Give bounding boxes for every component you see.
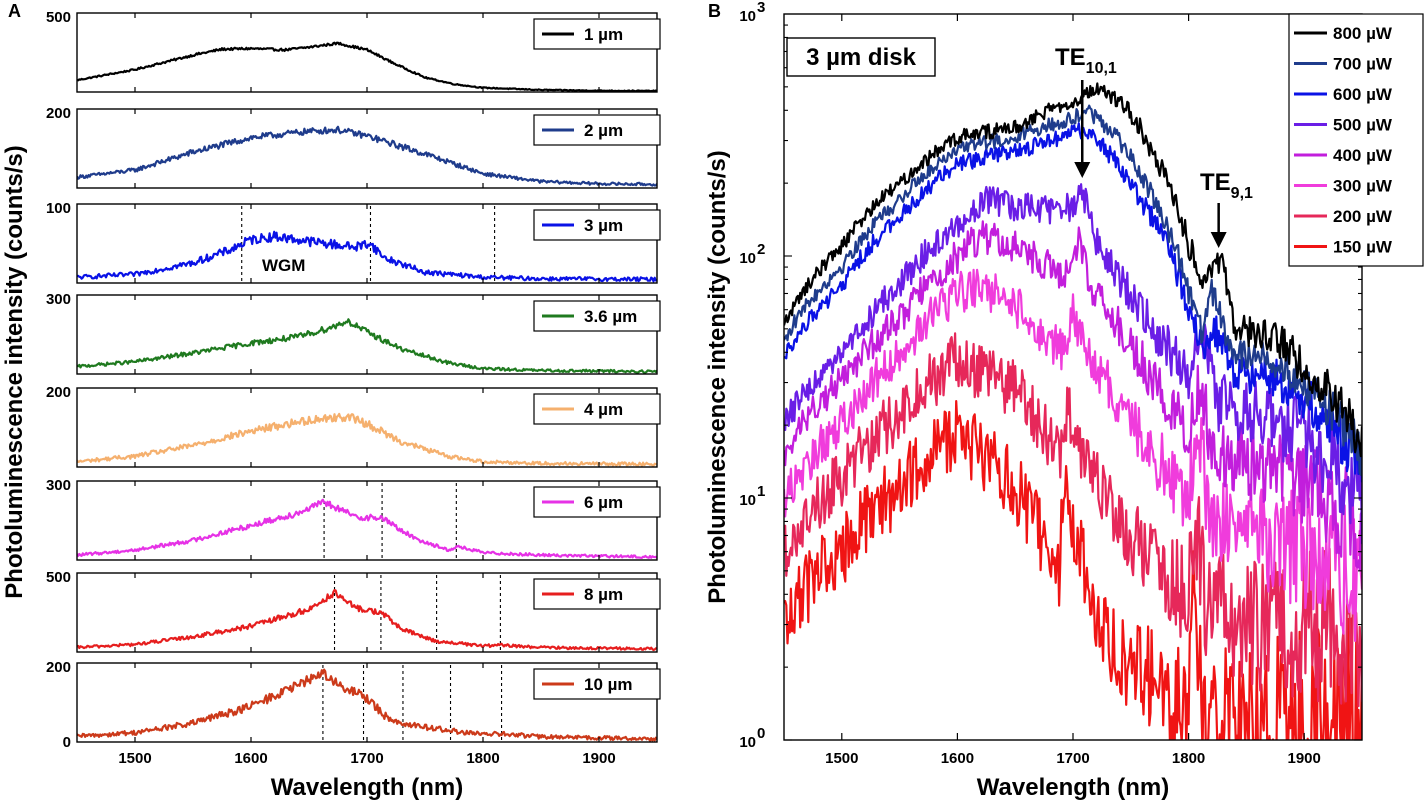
panel-b-legend-label-2: 700 µW (1333, 55, 1393, 74)
panel-b-legend-label-3: 600 µW (1333, 85, 1393, 104)
panel-a-x-tick-label-3: 1700 (350, 750, 383, 767)
series-b-line-2 (784, 104, 1362, 476)
series-line-2 (77, 125, 657, 187)
legend-box-1 (533, 18, 661, 50)
series-line-6 (77, 498, 657, 559)
wgm-annotation: WGM (262, 256, 305, 275)
panel-b-y-tick-base-3: 10 (739, 250, 756, 267)
panel-b-y-tick-exp-3: 2 (757, 241, 765, 258)
y-max-label-2: 200 (46, 105, 71, 122)
y-max-label-3: 100 (46, 200, 71, 217)
panel-b-x-tick-label-2: 1600 (941, 750, 974, 767)
legend-box-5 (533, 393, 661, 425)
panel-b-legend-label-7: 200 µW (1333, 207, 1393, 226)
series-b-line-1 (784, 82, 1362, 458)
series-line-1 (77, 41, 657, 92)
inset-label-box (786, 37, 936, 77)
y-max-label-1: 500 (46, 9, 71, 26)
legend-label-5: 4 µm (584, 400, 623, 419)
panel-b-y-tick-exp-2: 1 (757, 483, 765, 500)
legend-label-3: 3 µm (584, 216, 623, 235)
panel-a: A 500 1 µm 200 2 µm 100 3 µm WGM 300 3.6 µm 200 4 µ… (1, 1, 661, 801)
series-b-line-6 (784, 268, 1362, 642)
series-line-5 (77, 412, 657, 467)
legend-label-2: 2 µm (584, 121, 623, 140)
y-max-label-4: 300 (46, 291, 71, 308)
panel-b-y-tick-exp-1: 0 (757, 725, 765, 742)
panel-b-y-tick-base-4: 10 (739, 8, 756, 25)
panel-b-x-tick-label-4: 1800 (1172, 750, 1205, 767)
mode-arrow-head-2 (1210, 232, 1227, 248)
panel-b-y-axis-title: Photoluminescence intensity (counts/s) (704, 150, 731, 603)
subplot-6: 300 6 µm (46, 477, 661, 561)
panel-b-x-tick-label-3: 1700 (1056, 750, 1089, 767)
y-max-label-5: 200 (46, 384, 71, 401)
y-zero-label-8: 0 (63, 734, 71, 751)
panel-b-letter: B (708, 1, 721, 21)
y-max-label-7: 500 (46, 569, 71, 586)
panel-b-legend-box (1288, 13, 1424, 267)
panel-b-legend-label-5: 400 µW (1333, 146, 1393, 165)
panel-b-legend-label-8: 150 µW (1333, 238, 1393, 257)
inset-label: 3 µm disk (806, 44, 917, 71)
legend-label-6: 6 µm (584, 493, 623, 512)
panel-a-y-axis-title: Photoluminescence intensity (counts/s) (1, 145, 28, 598)
panel-a-x-tick-label-4: 1800 (466, 750, 499, 767)
panel-b-y-tick-base-1: 10 (739, 734, 756, 751)
subplot-5: 200 4 µm (46, 384, 661, 468)
panel-a-x-tick-label-5: 1900 (582, 750, 615, 767)
series-line-3 (77, 230, 657, 283)
series-line-7 (77, 589, 657, 652)
panel-b-y-tick-exp-4: 3 (757, 0, 765, 16)
panel-a-letter: A (8, 1, 21, 21)
series-line-4 (77, 318, 657, 374)
panel-b-x-axis-title: Wavelength (nm) (977, 774, 1169, 801)
subplot-8: 200 0 10 µm (46, 659, 661, 751)
panel-b-legend-label-1: 800 µW (1333, 24, 1393, 43)
subplot-1: 500 1 µm (46, 9, 661, 93)
panel-b-x-tick-label-5: 1900 (1288, 750, 1321, 767)
subplot-4: 300 3.6 µm (46, 291, 661, 375)
subplot-2: 200 2 µm (46, 105, 661, 189)
series-b-line-7 (784, 332, 1362, 708)
series-b-line-4 (784, 183, 1362, 545)
mode-annotation-2: TE9,1 (1200, 169, 1253, 202)
legend-label-4: 3.6 µm (584, 307, 637, 326)
panel-a-x-tick-label-1: 1500 (118, 750, 151, 767)
legend-label-7: 8 µm (584, 585, 623, 604)
y-max-label-6: 300 (46, 477, 71, 494)
mode-arrow-head-1 (1074, 162, 1091, 178)
series-line-8 (77, 668, 657, 742)
mode-annotation-sub-1: 10,1 (1086, 60, 1117, 77)
legend-label-1: 1 µm (584, 25, 623, 44)
panel-b-legend-label-6: 300 µW (1333, 177, 1393, 196)
series-b-line-5 (784, 220, 1362, 571)
mode-annotation-sub-2: 9,1 (1231, 185, 1253, 202)
mode-annotation-base-1: TE (1055, 44, 1086, 71)
panel-b-legend-label-4: 500 µW (1333, 116, 1393, 135)
panel-b-x-tick-label-1: 1500 (825, 750, 858, 767)
panel-a-x-tick-label-2: 1600 (234, 750, 267, 767)
mode-annotation-1: TE10,1 (1055, 44, 1117, 77)
subplot-3: 100 3 µm WGM (46, 200, 661, 284)
panel-b-y-tick-base-2: 10 (739, 492, 756, 509)
panel-a-x-axis-title: Wavelength (nm) (271, 774, 463, 801)
series-b-line-3 (784, 122, 1362, 483)
y-max-label-8: 200 (46, 659, 71, 676)
subplot-7: 500 8 µm (46, 569, 661, 653)
mode-annotation-base-2: TE (1200, 169, 1231, 196)
legend-label-8: 10 µm (584, 675, 633, 694)
